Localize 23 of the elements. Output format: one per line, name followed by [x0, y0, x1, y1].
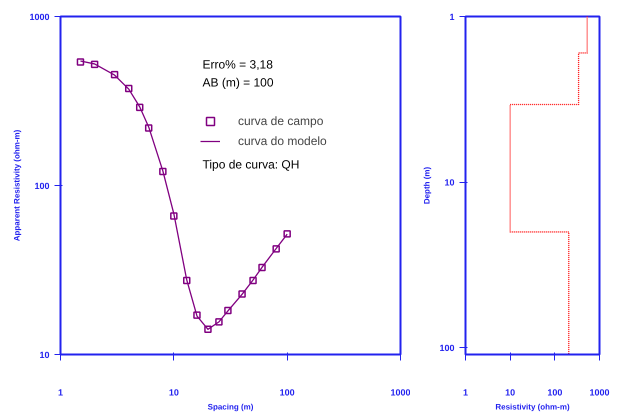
x-tick-label: 10 — [505, 388, 516, 398]
x-axis-title: Resistivity (ohm-m) — [495, 402, 570, 412]
y-axis-title: Depth (m) — [422, 166, 432, 204]
x-tick-label: 100 — [280, 388, 295, 398]
x-tick-label: 1000 — [390, 388, 411, 398]
x-tick-label: 100 — [547, 388, 562, 398]
y-tick-label: 100 — [34, 181, 50, 191]
annotation: Erro% = 3,18 — [202, 58, 274, 72]
x-tick-label: 1 — [462, 388, 468, 398]
y-tick-label: 10 — [39, 350, 50, 360]
y-tick-label: 10 — [444, 178, 455, 188]
annotation: Tipo de curva: QH — [202, 158, 300, 172]
x-tick-label: 10 — [168, 388, 179, 398]
x-tick-label: 1 — [58, 388, 64, 398]
y-axis-title: Apparent Resistivity (ohm-m) — [12, 129, 22, 242]
x-tick-label: 1000 — [589, 388, 610, 398]
x-axis-title: Spacing (m) — [208, 402, 254, 412]
y-tick-label: 100 — [439, 343, 455, 354]
y-tick-label: 1 — [449, 12, 455, 22]
legend-label: curva de campo — [238, 114, 324, 128]
annotation: AB (m) = 100 — [202, 76, 274, 90]
y-tick-label: 1000 — [29, 12, 50, 22]
legend-label: curva do modelo — [238, 134, 327, 148]
